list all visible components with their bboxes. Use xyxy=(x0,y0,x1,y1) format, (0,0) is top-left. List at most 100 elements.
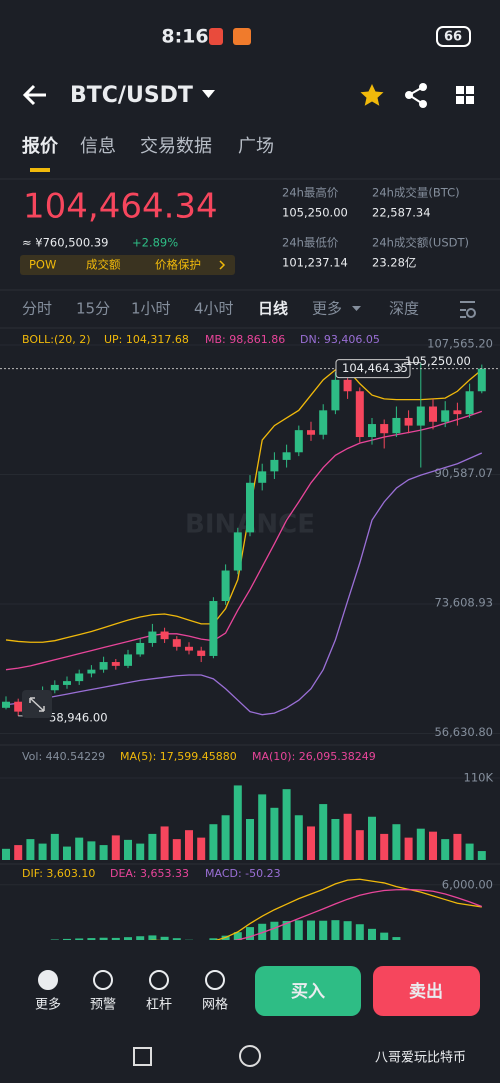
stat-label: 24h成交额(USDT) xyxy=(372,236,469,250)
interval[interactable]: 深度 xyxy=(389,300,419,318)
buy-button[interactable] xyxy=(255,966,361,1016)
action-icon[interactable] xyxy=(38,970,58,990)
candle-body xyxy=(465,391,474,415)
volume-bar xyxy=(441,839,450,860)
macd-legend: MACD: -50.23 xyxy=(205,867,281,880)
macd-bar xyxy=(172,938,181,941)
volume-legend: Vol: 440.54229 xyxy=(22,750,105,763)
stat-label: 24h最低价 xyxy=(282,236,339,250)
interval[interactable]: 更多 xyxy=(312,300,342,318)
tab-indicator xyxy=(30,168,50,172)
volume-bar xyxy=(477,851,486,860)
macd-bar xyxy=(343,921,352,941)
interval[interactable]: 1小时 xyxy=(131,300,171,318)
favorite[interactable] xyxy=(360,84,384,106)
nav-home[interactable] xyxy=(239,1045,261,1067)
candle-body xyxy=(87,669,96,674)
tag-arrow xyxy=(219,260,226,270)
macd-bar xyxy=(209,938,218,941)
volume-bar xyxy=(148,833,157,860)
action-label[interactable]: 网格 xyxy=(202,997,228,1013)
macd-bar xyxy=(233,932,242,941)
notif-icon xyxy=(233,28,251,45)
y-tick-label: 56,630.80 xyxy=(434,725,493,739)
action-icon[interactable] xyxy=(149,970,169,990)
candle-body xyxy=(75,673,84,682)
settings[interactable] xyxy=(460,301,475,318)
candle-body xyxy=(343,379,352,392)
settings[interactable] xyxy=(466,308,476,318)
nav-recent[interactable] xyxy=(133,1047,152,1066)
interval[interactable]: 4小时 xyxy=(194,300,234,318)
volume-bar xyxy=(307,826,315,860)
macd-bar xyxy=(331,920,340,941)
action-icon[interactable] xyxy=(205,970,225,990)
candle-body xyxy=(319,410,328,435)
candle-body xyxy=(233,532,242,571)
candle-body xyxy=(404,417,413,426)
macd-bar xyxy=(392,937,401,941)
candle-body xyxy=(246,482,254,533)
candle-body xyxy=(392,417,401,434)
volume-bar xyxy=(453,833,462,860)
tag[interactable]: 价格保护 xyxy=(155,258,201,272)
candle-body xyxy=(221,570,230,602)
sell-label[interactable]: 卖出 xyxy=(409,981,443,1002)
volume-bar xyxy=(429,831,437,860)
volume-bar xyxy=(26,839,35,860)
buy-label[interactable]: 买入 xyxy=(291,982,325,1002)
interval[interactable]: 日线 xyxy=(258,300,288,318)
candle-body xyxy=(294,430,303,453)
macd-bar xyxy=(270,921,279,941)
macd-legend: DIF: 3,603.10 xyxy=(22,867,95,880)
volume-bar xyxy=(185,830,193,860)
interval[interactable]: 15分 xyxy=(76,300,110,318)
action-label[interactable]: 杠杆 xyxy=(146,997,172,1013)
candle-body xyxy=(270,459,279,472)
candle-body xyxy=(368,424,376,438)
macd-bar xyxy=(111,937,120,941)
high-label: 105,250.00 xyxy=(405,354,471,368)
clock: 8:16 xyxy=(161,26,208,48)
candle-body xyxy=(258,471,267,483)
action-label[interactable]: 预警 xyxy=(90,997,116,1013)
volume-bar xyxy=(258,794,267,860)
volume-bar xyxy=(75,837,84,860)
tab[interactable]: 信息 xyxy=(80,136,116,157)
volume-bar xyxy=(160,826,169,860)
share[interactable] xyxy=(405,83,427,108)
candle-body xyxy=(99,662,108,670)
tab[interactable]: 广场 xyxy=(238,136,274,157)
macd-bar xyxy=(50,939,59,941)
candle-body xyxy=(429,406,437,422)
stat-value: 22,587.34 xyxy=(372,206,431,220)
interval[interactable]: 分时 xyxy=(22,300,52,318)
tag[interactable]: 成交额 xyxy=(86,258,121,272)
volume-bar xyxy=(392,824,401,860)
boll-line xyxy=(5,369,483,643)
candle-body xyxy=(197,650,206,656)
volume-bar xyxy=(50,833,59,860)
pair-dropdown[interactable] xyxy=(202,90,215,98)
action-icon[interactable] xyxy=(93,970,113,990)
macd-bar xyxy=(99,937,108,941)
pair[interactable]: BTC/USDT xyxy=(70,83,193,108)
sell-button[interactable] xyxy=(373,966,480,1016)
candle-body xyxy=(355,391,364,438)
macd-legend: DEA: 3,653.33 xyxy=(110,867,189,880)
battery-level: 66 xyxy=(444,30,462,45)
zoom-icon[interactable] xyxy=(29,697,45,712)
tag[interactable]: POW xyxy=(29,258,56,272)
back[interactable] xyxy=(22,84,46,106)
action-label[interactable]: 更多 xyxy=(35,997,61,1013)
volume-bar xyxy=(233,785,242,860)
stat-value: 105,250.00 xyxy=(282,206,348,220)
boll-line xyxy=(5,410,483,671)
layout[interactable] xyxy=(456,86,474,104)
volume-bar xyxy=(136,843,145,860)
tab[interactable]: 交易数据 xyxy=(140,136,212,157)
stat-label: 24h最高价 xyxy=(282,186,339,200)
tab[interactable]: 报价 xyxy=(22,135,59,157)
volume-bar xyxy=(380,833,389,860)
volume-bar xyxy=(209,824,218,860)
